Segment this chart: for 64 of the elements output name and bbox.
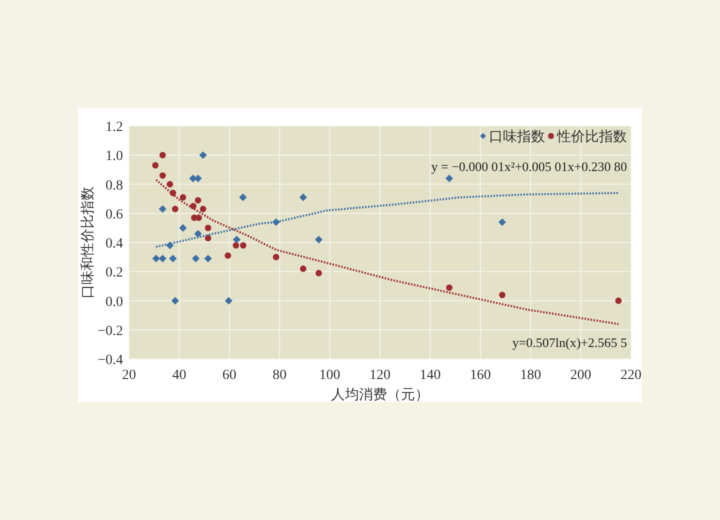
x-tick-label: 40 bbox=[172, 368, 186, 383]
point bbox=[180, 194, 186, 201]
point bbox=[204, 224, 212, 232]
x-tick-label: 20 bbox=[122, 368, 136, 383]
x-tick-label: 100 bbox=[319, 368, 340, 383]
y-tick-label: 0.4 bbox=[106, 236, 123, 252]
y-tick-label: 0.8 bbox=[106, 178, 123, 194]
point bbox=[179, 224, 187, 232]
point bbox=[166, 181, 174, 188]
point bbox=[232, 242, 240, 249]
annotation: y = −0.000 01x²+0.005 01x+0.230 80 bbox=[431, 159, 627, 174]
legend-label: 性价比指数 bbox=[556, 129, 627, 145]
x-tick-label: 160 bbox=[470, 368, 491, 383]
point bbox=[316, 270, 322, 276]
point bbox=[200, 206, 206, 212]
point bbox=[152, 162, 159, 169]
annotation: y=0.507ln(x)+2.565 5 bbox=[512, 335, 627, 350]
point bbox=[300, 266, 306, 272]
x-tick-label: 140 bbox=[420, 368, 441, 383]
x-tick-label: 60 bbox=[222, 368, 236, 383]
y-tick-label: 0.2 bbox=[106, 266, 123, 281]
legend-label: 口味指数 bbox=[489, 129, 545, 145]
x-tick-label: 120 bbox=[370, 368, 390, 383]
point bbox=[314, 236, 323, 244]
y-tick-label: 1.0 bbox=[106, 149, 123, 164]
x-tick-label: 180 bbox=[520, 368, 542, 383]
point bbox=[204, 254, 212, 262]
point bbox=[232, 236, 240, 244]
point bbox=[169, 254, 177, 262]
x-tick-label: 220 bbox=[620, 368, 642, 383]
point bbox=[152, 254, 160, 262]
point bbox=[158, 254, 166, 262]
point bbox=[172, 206, 178, 212]
point bbox=[159, 152, 166, 158]
point bbox=[272, 254, 280, 260]
point bbox=[239, 194, 247, 202]
point bbox=[499, 292, 506, 298]
point bbox=[240, 242, 246, 249]
point bbox=[445, 174, 454, 182]
point bbox=[158, 205, 166, 213]
x-tick-label: 200 bbox=[570, 368, 592, 383]
point bbox=[615, 298, 622, 304]
point bbox=[204, 234, 212, 242]
point bbox=[199, 151, 207, 159]
point bbox=[446, 284, 452, 291]
line-series bbox=[155, 192, 620, 248]
point bbox=[299, 194, 307, 202]
y-tick-label: −0.4 bbox=[98, 353, 123, 368]
line-series bbox=[155, 178, 620, 326]
point bbox=[224, 296, 232, 305]
point bbox=[498, 218, 506, 226]
x-axis-title: 人均消费（元） bbox=[331, 387, 429, 403]
y-tick-label: 0.0 bbox=[106, 294, 123, 310]
y-axis-title: 口味和性价比指数 bbox=[80, 186, 96, 298]
point bbox=[194, 230, 202, 238]
point bbox=[159, 172, 166, 179]
y-tick-label: 0.6 bbox=[106, 207, 123, 222]
y-tick-label: 1.2 bbox=[106, 120, 123, 135]
y-tick-label: −0.2 bbox=[98, 324, 123, 339]
point bbox=[194, 197, 202, 204]
point bbox=[224, 252, 232, 259]
point bbox=[171, 296, 179, 305]
x-tick-label: 80 bbox=[272, 368, 287, 383]
point bbox=[192, 254, 200, 262]
